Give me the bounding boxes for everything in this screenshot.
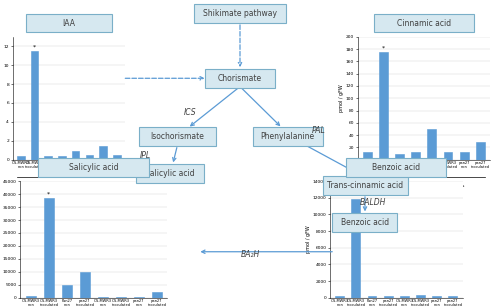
Bar [395,154,404,160]
Text: IPL: IPL [140,150,150,160]
Bar [113,155,120,160]
Bar [44,156,52,160]
Text: BALDH: BALDH [360,198,386,207]
Text: Benzoic acid: Benzoic acid [372,163,420,172]
Bar [400,296,409,298]
Bar [368,296,376,298]
Bar [44,198,54,298]
Bar [98,297,108,298]
Bar [336,296,344,298]
Text: Chorismate: Chorismate [218,74,262,83]
Text: Salicylic acid: Salicylic acid [145,169,195,178]
Bar [100,146,107,160]
Text: Phenylalanine: Phenylalanine [260,132,314,141]
Y-axis label: pmol / gFW: pmol / gFW [0,84,2,112]
Bar [476,142,484,160]
Text: Benzoic acid: Benzoic acid [341,218,389,227]
Text: *: * [354,193,358,198]
Text: 5 days: 5 days [34,184,48,188]
Text: *: * [33,44,36,49]
Bar [62,285,72,298]
Bar [134,297,143,298]
Text: IAA: IAA [62,18,75,28]
Bar [460,152,468,160]
Bar [58,156,66,160]
Text: 5 days: 5 days [384,184,398,188]
Bar [26,296,36,298]
Bar [352,200,360,298]
Text: Salicylic acid: Salicylic acid [69,163,118,172]
Bar [416,295,425,298]
Bar [411,152,420,160]
Text: Trans-cinnamic acid: Trans-cinnamic acid [327,181,403,190]
Bar [80,272,90,298]
Text: Isochorismate: Isochorismate [150,132,204,141]
Text: *: * [382,45,385,50]
Bar [428,129,436,160]
Text: Cinnamic acid: Cinnamic acid [396,18,451,28]
Bar [448,296,457,298]
Text: 15 days: 15 days [88,184,105,188]
Bar [379,52,388,160]
Text: PAL: PAL [312,126,326,135]
Bar [116,297,126,298]
Bar [17,156,24,160]
Bar [363,152,372,160]
Text: ICS: ICS [184,107,196,117]
Bar [30,51,38,160]
Text: Shikimate pathway: Shikimate pathway [203,9,277,18]
Text: BA₂H: BA₂H [240,250,260,259]
Bar [72,151,80,160]
Y-axis label: pmol / gFW: pmol / gFW [306,226,310,253]
Bar [384,296,392,298]
Text: 15 days: 15 days [448,184,465,188]
Bar [444,152,452,160]
Bar [152,292,162,298]
Bar [432,296,441,298]
Y-axis label: pmol / gFW: pmol / gFW [338,84,344,112]
Bar [86,155,93,160]
Text: *: * [47,191,50,196]
